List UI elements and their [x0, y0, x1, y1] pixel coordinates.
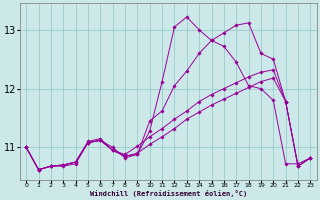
- X-axis label: Windchill (Refroidissement éolien,°C): Windchill (Refroidissement éolien,°C): [90, 190, 247, 197]
